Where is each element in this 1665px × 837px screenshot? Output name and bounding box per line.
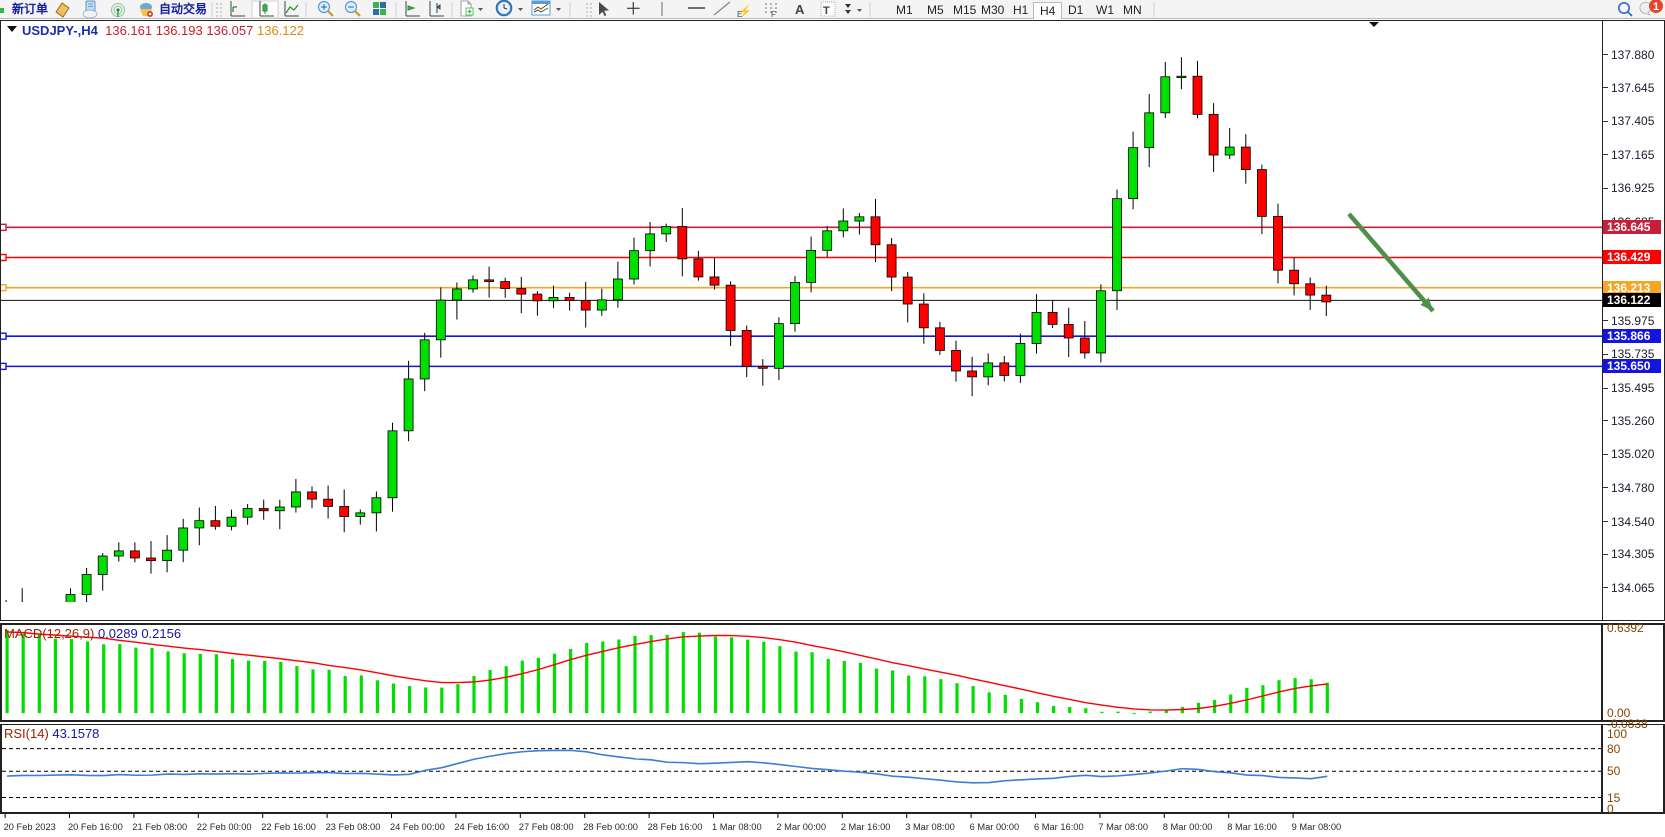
svg-text:7 Mar 08:00: 7 Mar 08:00	[1098, 822, 1148, 832]
svg-text:6 Mar 16:00: 6 Mar 16:00	[1034, 822, 1084, 832]
svg-text:24 Feb 00:00: 24 Feb 00:00	[390, 822, 445, 832]
svg-text:8 Mar 16:00: 8 Mar 16:00	[1227, 822, 1277, 832]
svg-text:24 Feb 16:00: 24 Feb 16:00	[454, 822, 509, 832]
svg-text:2 Mar 00:00: 2 Mar 00:00	[776, 822, 826, 832]
svg-text:2 Mar 16:00: 2 Mar 16:00	[841, 822, 891, 832]
svg-text:23 Feb 08:00: 23 Feb 08:00	[326, 822, 381, 832]
svg-text:1: 1	[1653, 1, 1659, 13]
svg-text:22 Feb 16:00: 22 Feb 16:00	[261, 822, 316, 832]
svg-text:6 Mar 00:00: 6 Mar 00:00	[970, 822, 1020, 832]
svg-text:8 Mar 00:00: 8 Mar 00:00	[1163, 822, 1213, 832]
svg-text:9 Mar 08:00: 9 Mar 08:00	[1292, 822, 1342, 832]
svg-text:27 Feb 08:00: 27 Feb 08:00	[519, 822, 574, 832]
svg-text:20 Feb 16:00: 20 Feb 16:00	[68, 822, 123, 832]
svg-text:21 Feb 08:00: 21 Feb 08:00	[132, 822, 187, 832]
svg-text:3 Mar 08:00: 3 Mar 08:00	[905, 822, 955, 832]
svg-text:1 Mar 08:00: 1 Mar 08:00	[712, 822, 762, 832]
svg-text:20 Feb 2023: 20 Feb 2023	[4, 822, 56, 832]
svg-text:28 Feb 16:00: 28 Feb 16:00	[648, 822, 703, 832]
svg-text:22 Feb 00:00: 22 Feb 00:00	[197, 822, 252, 832]
svg-text:28 Feb 00:00: 28 Feb 00:00	[583, 822, 638, 832]
